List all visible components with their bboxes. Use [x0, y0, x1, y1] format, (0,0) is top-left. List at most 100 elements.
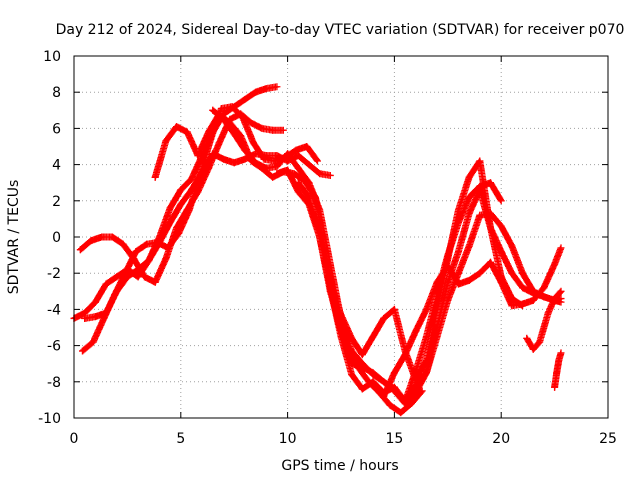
- data-point: [198, 168, 206, 176]
- data-point: [557, 295, 565, 303]
- data-point: [412, 376, 420, 384]
- data-point: [228, 103, 236, 111]
- data-point: [553, 369, 561, 377]
- x-tick-label: 0: [70, 431, 79, 447]
- data-point: [314, 157, 322, 165]
- data-point: [284, 166, 292, 174]
- data-point: [369, 333, 377, 341]
- y-tick-label: -10: [38, 411, 61, 427]
- data-point: [454, 280, 462, 288]
- data-point: [177, 200, 185, 208]
- data-point: [358, 351, 366, 359]
- x-tick-label: 5: [176, 431, 185, 447]
- data-point: [303, 143, 311, 150]
- data-point: [508, 269, 516, 277]
- data-point: [294, 152, 302, 160]
- series-track-3: [79, 103, 322, 355]
- data-point: [508, 242, 516, 250]
- data-point: [540, 284, 548, 292]
- data-point: [454, 269, 462, 277]
- data-point: [519, 300, 527, 308]
- data-point: [162, 137, 170, 145]
- data-point: [476, 186, 484, 194]
- data-point: [220, 115, 228, 123]
- data-point: [194, 152, 202, 160]
- data-point: [183, 128, 191, 136]
- data-point: [91, 298, 99, 306]
- data-point: [294, 164, 302, 172]
- data-point: [529, 345, 537, 353]
- data-point: [557, 244, 565, 252]
- data-point: [258, 124, 266, 132]
- data-point: [166, 219, 174, 227]
- data-point: [249, 139, 257, 147]
- data-point: [487, 179, 495, 187]
- data-point: [102, 309, 110, 317]
- data-point: [162, 255, 170, 263]
- data-point: [465, 276, 473, 284]
- data-point: [465, 209, 473, 217]
- data-point: [316, 206, 324, 214]
- data-point: [205, 128, 213, 136]
- series-track-9: [326, 157, 527, 384]
- data-point: [151, 278, 159, 286]
- data-point: [407, 400, 415, 408]
- data-point: [175, 229, 183, 237]
- series-markers: [79, 103, 321, 355]
- data-point: [369, 369, 377, 377]
- data-point: [220, 155, 228, 163]
- data-point: [166, 204, 174, 212]
- data-point: [241, 95, 249, 103]
- data-point: [536, 338, 544, 346]
- data-point: [305, 193, 313, 201]
- data-point: [239, 114, 247, 122]
- data-point: [348, 334, 356, 342]
- data-point: [305, 161, 313, 169]
- data-point: [465, 242, 473, 250]
- data-point: [497, 222, 505, 230]
- data-point: [465, 193, 473, 201]
- data-point: [273, 162, 281, 170]
- x-tick-label: 20: [492, 431, 510, 447]
- data-point: [551, 383, 559, 391]
- data-point: [123, 273, 131, 281]
- data-point: [113, 273, 121, 281]
- data-point: [262, 152, 270, 160]
- data-point: [262, 85, 270, 93]
- data-point: [422, 305, 430, 313]
- data-point: [380, 378, 388, 386]
- data-point: [390, 369, 398, 377]
- data-point: [555, 356, 563, 364]
- data-point: [476, 157, 484, 165]
- data-point: [113, 287, 121, 295]
- data-point: [487, 224, 495, 232]
- data-point: [98, 233, 106, 241]
- data-point: [557, 287, 565, 295]
- data-point: [173, 123, 181, 131]
- data-point: [316, 233, 324, 241]
- data-point: [252, 88, 260, 96]
- series-markers: [551, 350, 565, 391]
- data-point: [269, 173, 277, 181]
- data-point: [209, 150, 217, 158]
- data-point: [508, 302, 516, 310]
- data-point: [465, 173, 473, 181]
- data-point: [412, 389, 420, 397]
- data-point: [519, 284, 527, 292]
- data-point: [151, 173, 159, 181]
- data-point: [540, 293, 548, 301]
- series-track-11: [523, 287, 565, 353]
- data-point: [217, 104, 225, 112]
- data-point: [134, 266, 142, 274]
- data-point: [143, 240, 151, 248]
- axes: 0 5 10 15 20 25 -10 -8 -6 -4 -2 0 2 4 6 8 10: [38, 49, 617, 447]
- data-point: [497, 278, 505, 286]
- data-point: [273, 170, 281, 178]
- data-point: [390, 305, 398, 313]
- y-tick-label: -4: [47, 302, 61, 318]
- series-track-10: [380, 244, 565, 400]
- data-point: [337, 311, 345, 319]
- data-point: [544, 309, 552, 317]
